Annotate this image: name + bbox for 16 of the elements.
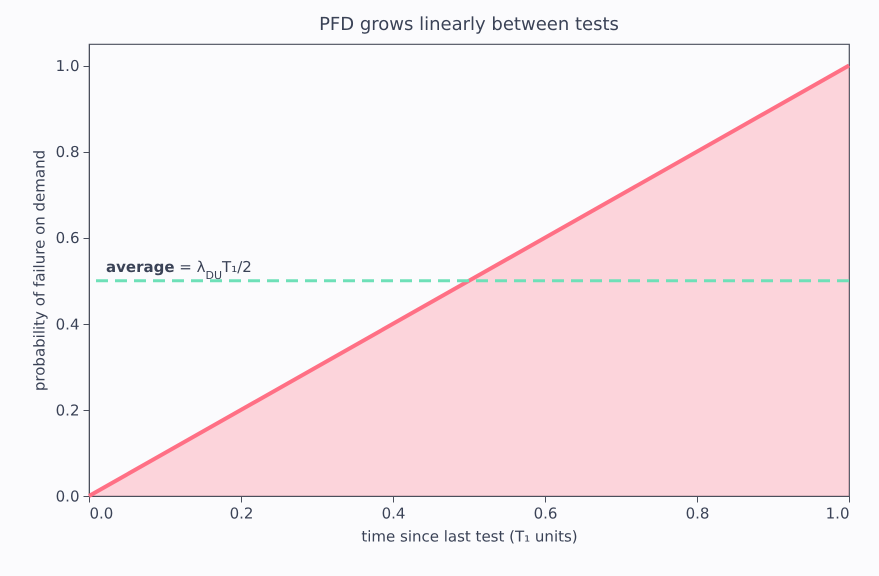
x-tick-label: 0.0: [90, 504, 114, 522]
x-tick-label: 0.4: [382, 504, 406, 522]
x-axis-title: time since last test (T₁ units): [361, 528, 578, 546]
chart-title: PFD grows linearly between tests: [319, 14, 619, 35]
y-tick-label: 0.2: [56, 401, 80, 420]
y-tick-label: 0.4: [56, 315, 80, 334]
x-tick-label: 0.8: [686, 504, 710, 522]
y-axis-title: probability of failure on demand: [30, 150, 49, 392]
y-tick-label: 0.6: [56, 229, 80, 248]
ref-line-label: average = λ$_{DU}$T₁/2: [106, 258, 252, 282]
x-tick-label: 1.0: [826, 504, 850, 522]
x-tick-label: 0.6: [534, 504, 558, 522]
y-tick-label: 0.8: [56, 143, 80, 162]
y-tick-label: 0.0: [56, 488, 80, 506]
y-tick-label: 1.0: [56, 57, 80, 76]
x-tick-label: 0.2: [230, 504, 254, 522]
